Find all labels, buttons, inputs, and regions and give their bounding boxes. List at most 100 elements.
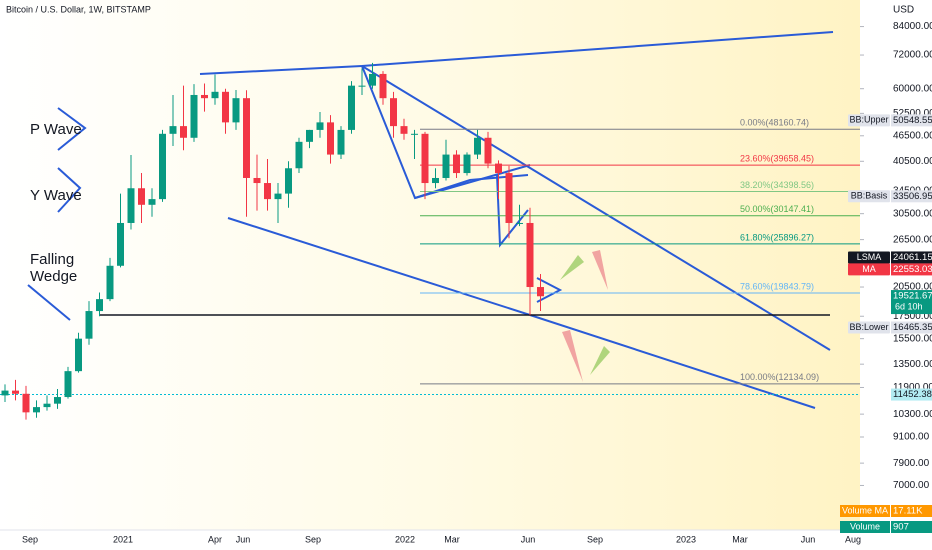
candle-body [379,73,387,99]
x-tick-label: Jun [801,534,816,544]
x-tick-label: 2021 [113,534,133,544]
y-tick-label: 72000.00 [893,50,932,61]
candle-body [159,133,166,200]
x-tick-label: Sep [305,534,321,544]
candle-body [274,193,282,200]
annotation: P Wave [30,121,82,138]
candle-body [96,299,103,312]
badge-value-box [891,521,932,533]
badge-name: BB:Basis [851,191,888,201]
candle-body [190,94,198,138]
wedge-arrow [27,284,71,321]
candle-body [306,129,313,142]
candle-body [295,141,303,169]
y-tick-label: 9100.00 [893,432,930,443]
candle-body [442,154,450,178]
badge-value: 11452.38 [893,389,932,400]
fib-label: 100.00%(12134.09) [740,372,819,382]
candle-body [453,154,460,174]
candle-body [232,98,240,123]
y-tick-label: 7000.00 [893,480,930,491]
x-tick-label: Sep [22,534,38,544]
candle-body [12,390,19,394]
x-tick-label: Sep [587,534,603,544]
badge-sub: 6d 10h [895,301,923,311]
candle-body [505,173,513,223]
badge-value: 24061.15 [893,252,932,263]
candle-body [264,183,271,200]
candle-body [138,188,145,205]
fib-label: 23.60%(39658.45) [740,154,814,164]
badge-value: 907 [893,522,909,533]
y-tick-label: 26500.00 [893,234,932,245]
candle-body [64,371,72,398]
y-tick-label: 40500.00 [893,156,932,167]
candle-body [348,85,355,130]
badge-name: BB:Upper [849,115,888,125]
trendline [199,65,363,75]
candle-body [148,199,156,205]
badge-value-box [891,251,932,264]
badge-value: 17.11K [893,506,923,517]
y-tick-label: 7900.00 [893,458,930,469]
candle-body [358,85,366,87]
badge-value: 50548.55 [893,115,932,126]
badge-value: 19521.67 [893,291,932,302]
candle-body [201,94,208,99]
y-tick-label: 52500.00 [893,108,932,119]
candle-body [1,390,9,396]
x-tick-label: 2022 [395,534,415,544]
candle-body [85,311,93,339]
badge-value-box [891,388,932,401]
candle-body [243,98,250,178]
trendline [529,314,816,409]
candle-body [421,133,429,184]
annotation: Y Wave [30,187,82,204]
y-tick-label: 13500.00 [893,359,932,370]
badge-name-box [848,263,890,276]
badge-value: 22553.03 [893,264,932,275]
candle-body [432,177,439,184]
currency-label: USD [893,5,914,16]
candle-body [495,163,502,174]
candle-body [169,126,177,134]
chart-title: Bitcoin / U.S. Dollar, 1W, BITSTAMP [6,4,151,14]
candle-body [22,393,30,413]
arrow-up [590,346,610,375]
badge-value-box [891,290,932,315]
badge-name-box [848,251,890,264]
arrow-down [592,250,608,290]
x-tick-label: Jun [236,534,251,544]
candle-body [463,154,471,174]
arrow-down [562,330,583,382]
y-tick-label: 17500.00 [893,311,932,322]
badge-name: LSMA [857,252,882,262]
annotation: Falling Wedge [30,251,77,285]
candle-body [516,222,523,224]
y-tick-label: 30500.00 [893,208,932,219]
candle-body [253,177,261,184]
y-tick-label: 20500.00 [893,282,932,293]
candle-body [127,188,135,223]
fib-label: 61.80%(25896.27) [740,232,814,242]
candle-body [43,403,51,408]
candle-body [327,122,334,155]
candle-body [54,397,61,404]
fib-label: 78.60%(19843.79) [740,281,814,291]
y-tick-label: 46500.00 [893,130,932,141]
fib-label: 38.20%(34398.56) [740,180,814,190]
badge-value-box [891,190,932,203]
y-tick-label: 60000.00 [893,83,932,94]
badge-value-box [891,263,932,276]
fib-label: 50.00%(30147.41) [740,204,814,214]
pennant [536,277,563,303]
y-tick-label: 84000.00 [893,21,932,32]
badge-value-box [891,505,932,517]
x-tick-label: Mar [732,534,748,544]
plot-background [0,0,860,530]
y-tick-label: 10300.00 [893,409,932,420]
candle-body [285,168,292,194]
y-tick-label: 15500.00 [893,333,932,344]
y-tick-label: 11900.00 [893,382,932,393]
